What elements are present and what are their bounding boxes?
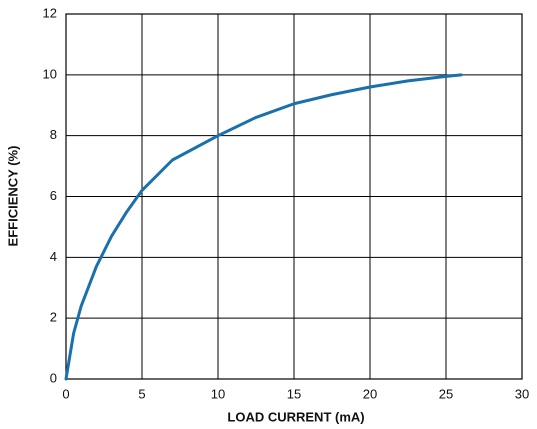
x-tick-label: 15 [287, 386, 301, 401]
x-tick-label: 30 [515, 386, 529, 401]
y-tick-label: 8 [50, 127, 57, 142]
y-tick-label: 0 [50, 370, 57, 385]
x-tick-label: 25 [439, 386, 453, 401]
y-axis-title: EFFICIENCY (%) [5, 146, 20, 247]
plot-frame [65, 13, 523, 380]
y-tick-label: 4 [50, 249, 57, 264]
data-line [64, 73, 463, 381]
x-tick-label: 0 [62, 386, 69, 401]
y-tick-label: 6 [50, 188, 57, 203]
x-axis-title: LOAD CURRENT (mA) [227, 409, 364, 424]
x-tick-label: 10 [211, 386, 225, 401]
x-tick-label: 20 [363, 386, 377, 401]
x-tick-label: 5 [138, 386, 145, 401]
y-tick-label: 12 [43, 5, 57, 20]
y-tick-label: 2 [50, 310, 57, 325]
y-tick-label: 10 [43, 66, 57, 81]
